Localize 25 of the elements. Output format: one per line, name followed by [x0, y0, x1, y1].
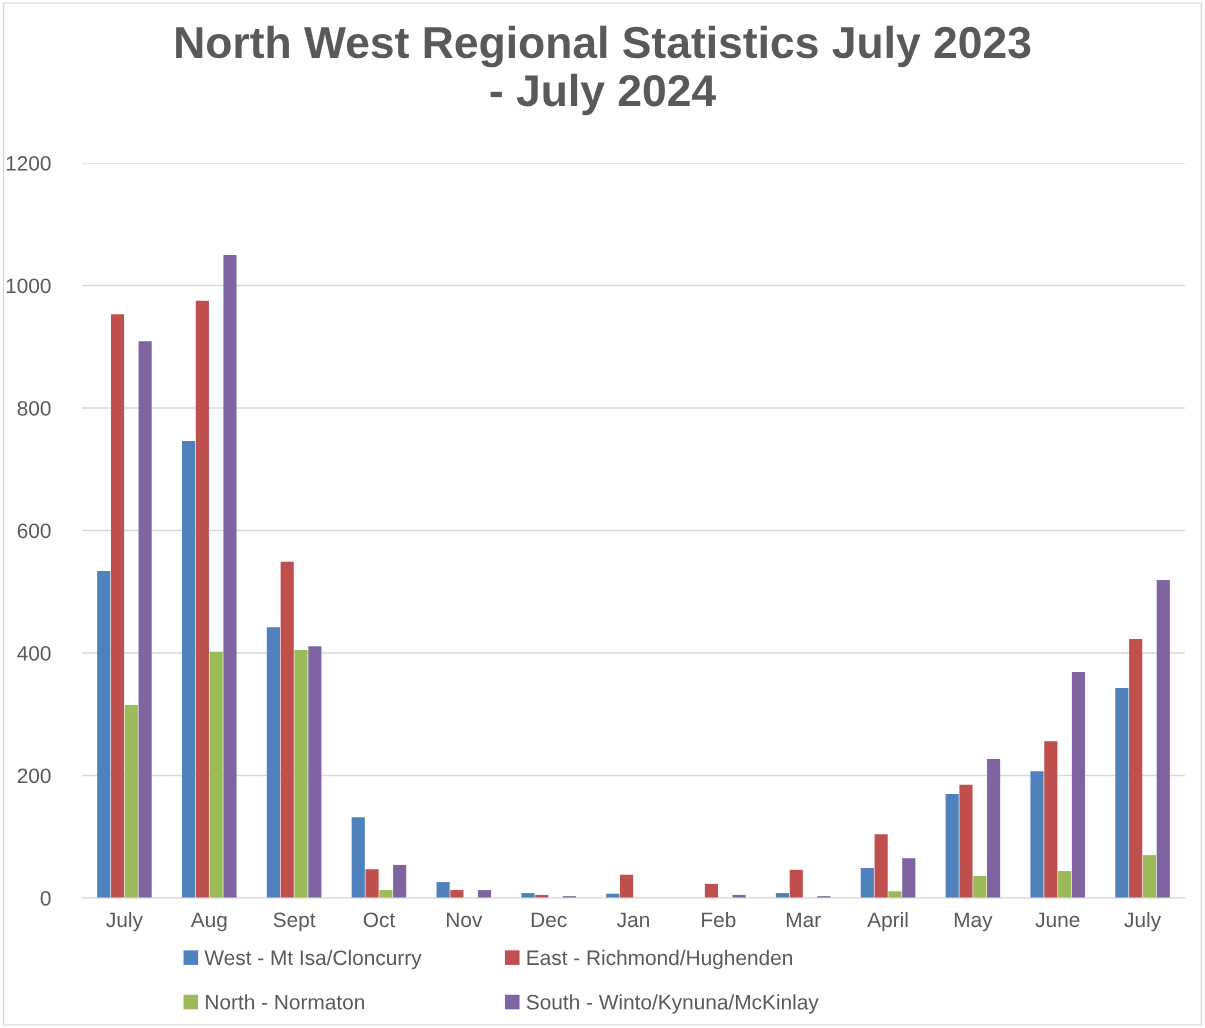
y-tick-label: 1000 — [6, 278, 51, 294]
x-tick-label: Jan — [617, 912, 649, 928]
y-tick-label: 600 — [17, 523, 51, 539]
legend-label: South - Winto/Kynuna/McKinlay — [526, 994, 819, 1014]
x-tick-label: Aug — [190, 912, 227, 932]
x-tick-label: June — [1035, 912, 1080, 928]
x-tick-label: Feb — [702, 911, 736, 928]
x-tick-label: Nov — [446, 912, 483, 928]
x-tick-label: Mar — [786, 912, 821, 928]
y-tick-label: 800 — [17, 401, 51, 416]
x-tick-label: Oct — [363, 912, 396, 928]
y-tick-label: 0 — [40, 891, 51, 906]
legend-label: East - Richmond/Hughenden — [527, 949, 792, 970]
y-tick-label: 200 — [17, 768, 51, 784]
x-tick-label: Sept — [273, 912, 316, 932]
chart-title: North West Regional Statistics July 2023 - July 2024 — [176, 25, 1031, 116]
x-tick-label: April — [867, 911, 908, 932]
x-tick-label: Dec — [531, 912, 567, 928]
legend-label: West - Mt Isa/Cloncurry — [204, 949, 422, 970]
legend-label: North - Normaton — [206, 994, 364, 1010]
x-tick-label: May — [954, 912, 993, 932]
x-tick-label: July — [106, 911, 143, 932]
x-tick-label: July — [1124, 911, 1162, 932]
y-tick-label: 400 — [17, 646, 51, 661]
y-tick-label: 1200 — [6, 156, 51, 171]
